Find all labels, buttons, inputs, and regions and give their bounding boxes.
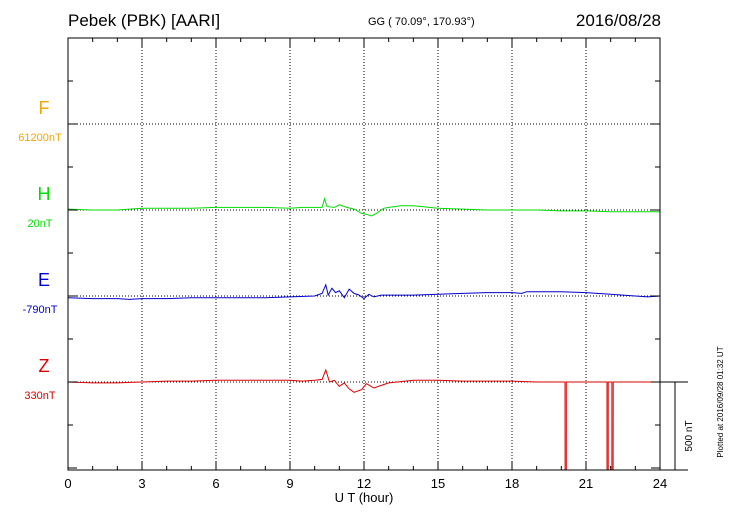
channel-baseline-e: -790nT [23,304,58,316]
x-tick-label: 3 [138,476,145,491]
channel-baseline-f: 61200nT [18,132,62,144]
x-tick-label: 9 [286,476,293,491]
x-axis-label: U T (hour) [335,490,394,505]
channel-labels: F 61200nT H 20nT E -790nT Z 330nT [18,98,62,402]
channel-baseline-h: 20nT [27,218,52,230]
channel-label-h: H [38,184,51,204]
channel-label-f: F [39,98,50,118]
grid-lines [68,38,660,470]
x-tick-label: 18 [505,476,519,491]
channel-label-z: Z [39,356,50,376]
chart-date: 2016/08/28 [575,11,661,30]
plotted-at-note: Plotted at 2016/09/28 01:32 UT [716,346,725,457]
scale-bar-label: 500 nT [684,420,695,451]
station-coordinates: GG ( 70.09°, 170.93°) [368,16,475,28]
channel-label-e: E [38,270,50,290]
trace-h [67,197,660,217]
x-tick-label: 6 [212,476,219,491]
axis-ticks: 0 3 6 9 12 15 18 21 24 [64,38,667,491]
chart-title: Pebek (PBK) [AARI] [68,11,221,30]
x-tick-label: 0 [64,476,71,491]
trace-e [67,283,661,300]
channel-baseline-z: 330nT [24,390,55,402]
x-tick-label: 15 [431,476,445,491]
scale-bar: 500 nT [660,381,695,471]
x-tick-label: 21 [579,476,593,491]
x-tick-label: 12 [357,476,371,491]
x-tick-label: 24 [653,476,667,491]
